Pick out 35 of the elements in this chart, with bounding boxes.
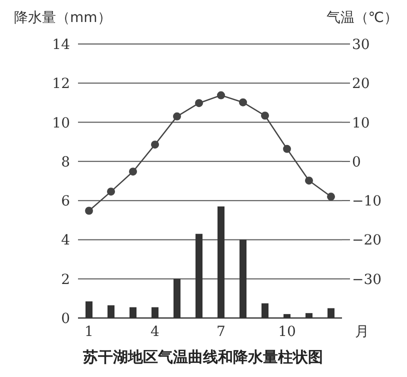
x-tick-label: 1 (84, 324, 94, 340)
y-tick-label: 0 (61, 311, 70, 327)
y-axis-title: 降水量（mm） (14, 10, 112, 26)
point (217, 91, 225, 100)
y-tick-label: 4 (61, 232, 70, 249)
x-tick-label: 7 (216, 324, 226, 340)
point (107, 188, 115, 196)
y2-tick-label: −30 (352, 272, 382, 288)
point (283, 144, 291, 153)
point (129, 168, 137, 176)
point (151, 140, 159, 149)
y-tick-label: 10 (52, 115, 70, 132)
x-axis-title: 月 (355, 324, 369, 340)
y-tick-label: 8 (61, 154, 70, 170)
point (239, 98, 247, 106)
y-tick-label: 14 (52, 37, 70, 53)
y2-tick-label: 30 (352, 37, 370, 53)
y2-tick-label: 10 (352, 115, 370, 132)
y2-tick-label: −20 (352, 232, 382, 249)
y2-axis-title: 气温（℃） (326, 10, 398, 26)
y-tick-label: 6 (61, 194, 70, 210)
x-tick-label: 10 (278, 324, 296, 340)
point (261, 112, 269, 120)
point (85, 206, 93, 215)
y-tick-label: 12 (52, 76, 70, 92)
text: 苏干湖地区气温曲线和降水量柱状图 (82, 348, 323, 366)
y2-tick-label: 0 (352, 154, 361, 170)
x-tick-label: 4 (150, 324, 160, 340)
point (305, 176, 313, 185)
point (173, 112, 181, 120)
y2-tick-label: 20 (352, 76, 370, 92)
y2-tick-label: −10 (352, 194, 382, 210)
point (195, 99, 203, 108)
point (327, 192, 335, 201)
y-tick-label: 2 (61, 272, 70, 288)
